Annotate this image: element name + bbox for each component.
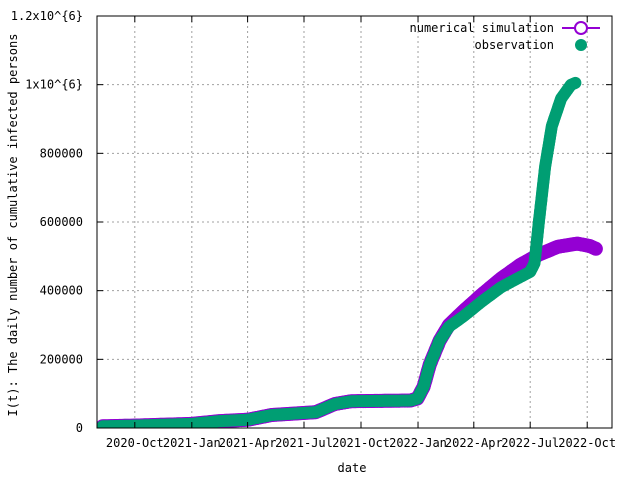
y-tick-label: 1x10^{6} <box>25 78 83 92</box>
x-tick-label: 2022-Jan <box>389 436 447 450</box>
plot-area <box>97 76 603 428</box>
legend-marker <box>575 39 587 51</box>
x-axis-label: date <box>338 461 367 475</box>
y-tick-label: 600000 <box>40 215 83 229</box>
y-tick-label: 800000 <box>40 146 83 160</box>
legend-label: numerical simulation <box>410 21 555 35</box>
legend-label: observation <box>475 38 554 52</box>
y-axis-tick-labels: 0 200000 400000 600000 800000 1x10^{6} 1.2x10^… <box>11 9 83 435</box>
x-tick-label: 2022-Jul <box>501 436 559 450</box>
legend-marker <box>574 21 588 35</box>
x-tick-label: 2022-Apr <box>445 436 503 450</box>
y-tick-label: 1.2x10^{6} <box>11 9 83 23</box>
legend: numerical simulation observation <box>410 21 600 52</box>
y-axis-label: I(t): The daily number of cumulative inf… <box>6 34 20 417</box>
x-tick-label: 2022-Oct <box>558 436 616 450</box>
axis-ticks <box>97 15 612 429</box>
data-point <box>588 241 603 256</box>
y-tick-label: 0 <box>76 421 83 435</box>
x-tick-label: 2021-Jan <box>163 436 221 450</box>
x-tick-label: 2020-Oct <box>106 436 164 450</box>
y-tick-label: 200000 <box>40 352 83 366</box>
x-tick-label: 2021-Jul <box>275 436 333 450</box>
data-point <box>569 76 582 89</box>
x-tick-label: 2021-Apr <box>219 436 277 450</box>
grid <box>97 16 612 428</box>
x-tick-label: 2021-Oct <box>332 436 390 450</box>
y-tick-label: 400000 <box>40 284 83 298</box>
series-observation <box>97 76 582 428</box>
